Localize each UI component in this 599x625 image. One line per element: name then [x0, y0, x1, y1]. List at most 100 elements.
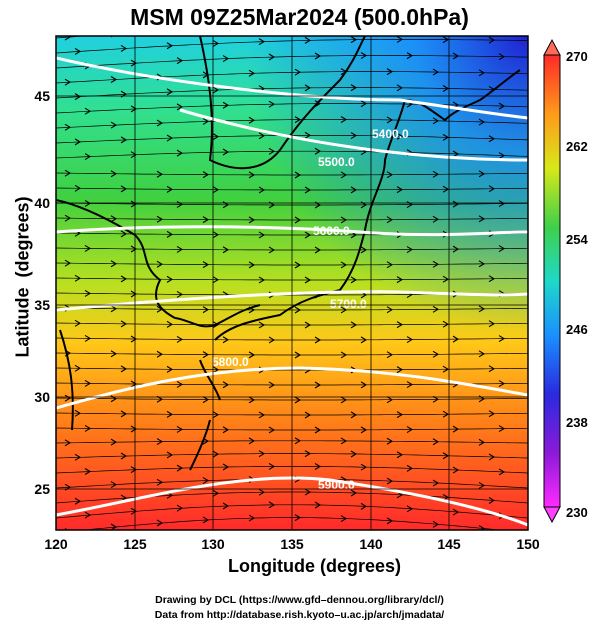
wind-arrow — [386, 261, 394, 269]
wind-arrow — [294, 216, 302, 224]
contour-label: 5900.0 — [318, 478, 355, 492]
wind-arrow — [478, 69, 486, 77]
wind-arrow — [268, 100, 276, 108]
wind-arrow — [120, 230, 128, 238]
wind-arrow — [294, 437, 302, 445]
wind-arrow — [84, 511, 92, 519]
wind-arrow — [212, 86, 220, 94]
wind-arrow — [304, 231, 312, 239]
wind-arrow — [176, 425, 184, 433]
wind-arrow — [248, 396, 256, 404]
wind-arrow — [222, 426, 230, 434]
wind-arrow — [64, 259, 72, 267]
wind-arrow — [130, 200, 138, 208]
wind-arrow — [314, 463, 322, 470]
wind-arrow — [294, 351, 302, 359]
wind-arrow — [120, 410, 128, 418]
islands-coast — [59, 329, 221, 471]
contour-label: 5400.0 — [372, 127, 409, 141]
wind-arrow — [110, 438, 118, 446]
wind-arrow — [74, 409, 82, 417]
wind-arrow — [176, 57, 184, 65]
colorbar-tick-label: 262 — [566, 139, 588, 154]
wind-arrow — [222, 381, 230, 389]
wind-arrow — [84, 424, 92, 432]
wind-arrow — [294, 396, 302, 404]
wind-arrow — [350, 450, 358, 458]
wind-arrow — [202, 516, 210, 524]
wind-arrow — [498, 380, 506, 388]
wind-arrow — [176, 504, 184, 512]
wind-arrow — [202, 216, 210, 224]
wind-arrow — [406, 201, 414, 209]
wind-arrow — [488, 135, 496, 143]
wind-arrow — [350, 186, 358, 194]
wind-arrow — [350, 489, 358, 497]
wind-arrow — [110, 76, 118, 83]
wind-arrow — [314, 52, 322, 60]
wind-arrow — [176, 335, 184, 343]
wind-arrow — [294, 171, 302, 179]
wind-arrow — [222, 246, 230, 254]
wind-arrow — [130, 151, 138, 159]
wind-arrow — [386, 216, 394, 224]
wind-arrow — [386, 396, 394, 404]
y-tick-label: 40 — [34, 195, 50, 211]
wind-arrow — [478, 170, 486, 178]
wind-arrow — [130, 245, 138, 253]
contour-label: 5700.0 — [330, 297, 367, 311]
colorbar-upper-arrow — [543, 38, 561, 56]
wind-arrow — [314, 381, 322, 389]
wind-arrow — [442, 320, 450, 328]
wind-arrow — [268, 462, 276, 470]
contour-labels: 5400.0 5500.0 5600.0 5700.0 5800.0 5900.… — [212, 127, 409, 492]
wind-arrow — [202, 396, 210, 404]
wind-arrow — [130, 59, 138, 67]
wind-arrow — [341, 21, 346, 27]
wind-arrow — [478, 305, 486, 313]
wind-arrow — [478, 260, 486, 268]
wind-arrow — [442, 275, 450, 283]
contour-line — [56, 56, 528, 120]
wind-arrow — [360, 502, 368, 510]
japan-coast — [214, 99, 406, 341]
colorbar: 270 262 254 246 238 230 — [543, 38, 588, 524]
wind-arrow — [202, 261, 210, 269]
wind-arrow — [110, 350, 118, 358]
wind-arrow — [248, 437, 256, 445]
wind-arrow — [120, 275, 128, 283]
wind-arrow — [432, 215, 440, 223]
wind-arrow — [304, 411, 312, 419]
wind-arrow — [74, 453, 82, 461]
wind-arrow — [498, 468, 506, 476]
wind-arrow — [202, 477, 210, 485]
contour-line — [179, 108, 528, 162]
wind-arrow — [212, 231, 220, 239]
wind-arrow — [130, 105, 138, 113]
wind-arrow — [294, 116, 302, 124]
wind-arrow — [498, 245, 506, 253]
wind-arrow — [156, 478, 164, 486]
wind-arrow — [212, 366, 220, 374]
wind-arrow — [110, 121, 118, 129]
wind-arrow — [166, 230, 174, 238]
wind-arrow — [166, 451, 174, 459]
wind-arrow — [479, 21, 484, 27]
wind-arrow — [478, 118, 486, 126]
wind-arrow — [488, 185, 496, 193]
wind-arrow — [212, 39, 220, 47]
wind-arrow — [396, 186, 404, 194]
wind-arrow — [130, 380, 138, 388]
wind-arrow — [202, 306, 210, 314]
wind-arrow — [498, 200, 506, 208]
wind-arrow — [74, 319, 82, 327]
x-axis: 120 125 130 135 140 145 150 — [44, 536, 540, 552]
wind-arrow — [222, 101, 230, 109]
wind-arrow — [396, 84, 404, 92]
wind-arrow — [130, 507, 138, 515]
wind-arrow — [110, 305, 118, 313]
contour-label: 5500.0 — [318, 155, 355, 169]
wind-arrow — [360, 246, 368, 254]
x-tick-label: 120 — [44, 536, 68, 552]
